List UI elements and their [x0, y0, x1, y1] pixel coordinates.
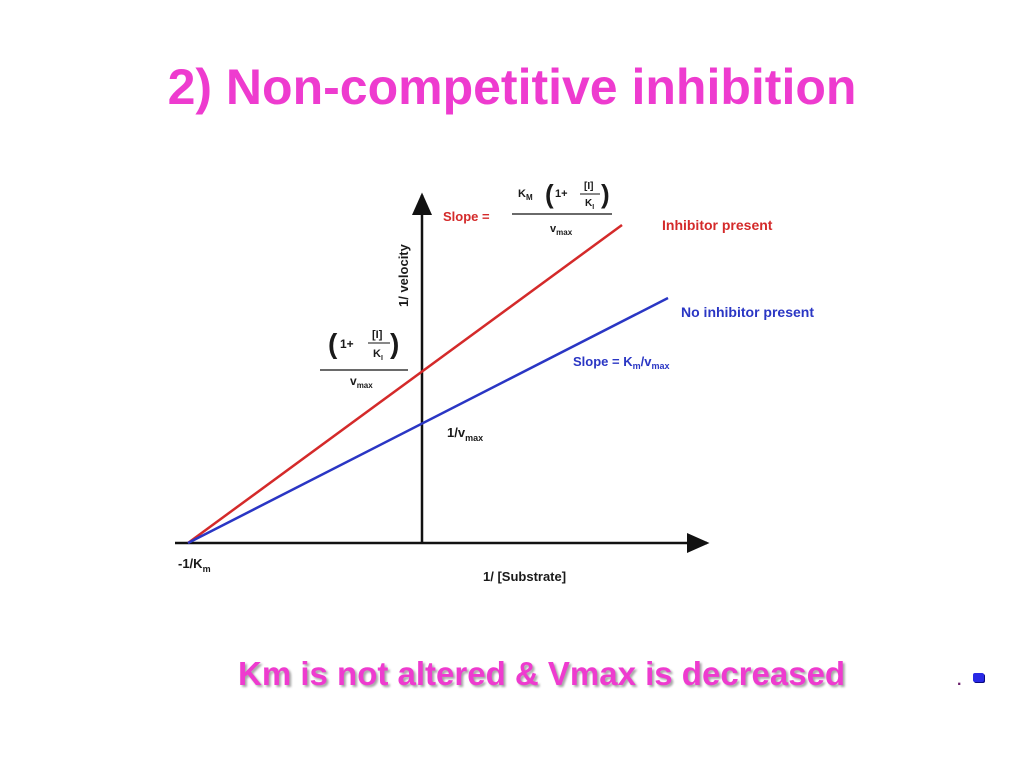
svg-text:): ): [390, 328, 399, 359]
svg-text:(: (: [545, 179, 554, 209]
svg-text:vmax: vmax: [350, 374, 373, 390]
conclusion-caption: Km is not altered & Vmax is decreased: [238, 655, 846, 692]
svg-text:1+: 1+: [555, 188, 568, 200]
svg-text:KI: KI: [585, 198, 594, 211]
no-inhibitor-label: No inhibitor present: [681, 304, 814, 320]
svg-text:[I]: [I]: [372, 329, 383, 341]
svg-text:(: (: [328, 328, 338, 359]
no-inhibitor-slope-label: Slope = Km/vmax: [573, 354, 669, 371]
bullet-icon: [973, 673, 984, 682]
svg-text:KM: KM: [518, 188, 533, 202]
no-inhibitor-y-intercept-label: 1/vmax: [447, 425, 483, 443]
svg-text:vmax: vmax: [550, 223, 573, 237]
svg-text:KI: KI: [373, 348, 383, 362]
x-axis-label: 1/ [Substrate]: [483, 569, 566, 584]
inhibitor-y-intercept-formula: ( 1+ [I] KI ) vmax: [320, 328, 408, 390]
y-axis-label: 1/ velocity: [396, 243, 411, 307]
caption-period: .: [957, 672, 962, 689]
svg-text:): ): [601, 179, 610, 209]
x-intercept-label: -1/Km: [178, 556, 211, 574]
inhibitor-slope-formula: Slope = KM ( 1+ [I] KI ) vmax: [443, 179, 612, 237]
slide-title: 2) Non-competitive inhibition: [167, 59, 857, 115]
no-inhibitor-line: [187, 296, 669, 545]
inhibitor-present-line: [187, 223, 623, 545]
svg-text:Slope =: Slope =: [443, 209, 490, 224]
svg-text:[I]: [I]: [584, 181, 593, 192]
svg-text:1+: 1+: [340, 337, 354, 351]
inhibitor-present-label: Inhibitor present: [662, 217, 773, 233]
